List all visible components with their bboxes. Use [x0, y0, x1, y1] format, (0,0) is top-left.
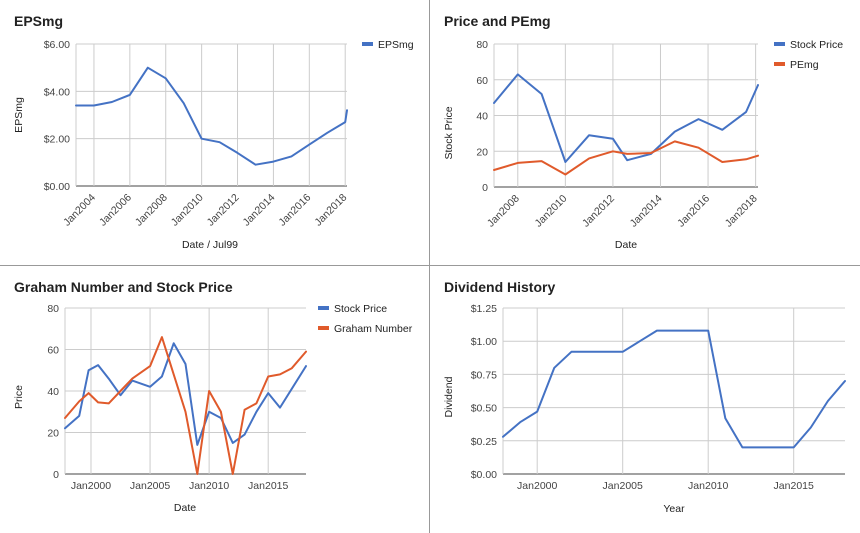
chart-title: EPSmg — [14, 13, 64, 29]
legend-swatch-graham-number — [318, 326, 329, 330]
legend-swatch-stock-price — [318, 306, 329, 310]
legend-label-graham-number: Graham Number — [334, 323, 413, 335]
y-axis-label: EPSmg — [13, 97, 25, 133]
pemg-series-line — [493, 140, 759, 176]
x-tick-label: Jan2018 — [723, 193, 760, 230]
dividend-chart-panel: Dividend History $0.00 $0.25 $0.50 $0.75 $1.… — [430, 266, 860, 533]
x-tick-label: Jan2010 — [169, 192, 206, 229]
x-tick-label: Jan2006 — [97, 192, 134, 229]
eps-chart-panel: EPSmg $0.00 $2.00 $4.00 $6.00 Jan2004 Jan2006… — [0, 0, 430, 266]
y-axis-label: Price — [13, 385, 25, 409]
x-tick-label: Jan2000 — [71, 480, 111, 492]
data-series-line — [502, 329, 846, 449]
x-tick-label: Jan2005 — [130, 480, 170, 492]
chart-title: Price and PEmg — [444, 13, 551, 29]
legend-label-pemg: PEmg — [790, 59, 819, 71]
x-axis-label: Date — [615, 239, 637, 251]
x-tick-label: Jan2014 — [628, 193, 665, 230]
y-tick-label: $1.00 — [471, 336, 497, 348]
y-tick-label: 20 — [47, 428, 59, 440]
chart-title: Graham Number and Stock Price — [14, 279, 233, 295]
legend-swatch-stock-price — [774, 42, 785, 46]
y-tick-label: 0 — [53, 469, 59, 481]
x-tick-label: Jan2004 — [61, 192, 98, 229]
x-tick-label: Jan2008 — [485, 193, 522, 230]
chart-title: Dividend History — [444, 279, 556, 295]
y-tick-label: 80 — [47, 303, 59, 315]
y-axis-label: Dividend — [443, 376, 455, 417]
x-tick-label: Jan2012 — [580, 193, 617, 230]
y-tick-label: $0.75 — [471, 369, 497, 381]
x-axis-label: Date — [174, 502, 196, 514]
legend-swatch-epsmg — [362, 42, 373, 46]
x-axis-label: Date / Jul99 — [182, 239, 238, 251]
stock-price-series-line — [64, 342, 307, 446]
y-tick-label: $4.00 — [44, 86, 70, 98]
x-tick-label: Jan2010 — [189, 480, 229, 492]
price-pe-chart-panel: Price and PEmg 0 20 40 60 80 Jan2008 Jan2010 Ja… — [430, 0, 860, 266]
legend-swatch-pemg — [774, 62, 785, 66]
x-tick-label: Jan2000 — [517, 480, 557, 492]
x-tick-label: Jan2014 — [241, 192, 278, 229]
y-tick-label: 20 — [476, 146, 488, 158]
x-tick-label: Jan2008 — [133, 192, 170, 229]
y-tick-label: 60 — [476, 75, 488, 87]
graham-number-series-line — [64, 336, 307, 475]
y-tick-label: $0.50 — [471, 403, 497, 415]
x-tick-label: Jan2015 — [248, 480, 288, 492]
y-tick-label: 40 — [476, 111, 488, 123]
legend-label-stock-price: Stock Price — [334, 303, 387, 315]
x-tick-label: Jan2005 — [603, 480, 643, 492]
x-tick-label: Jan2018 — [312, 192, 349, 229]
legend-label-epsmg: EPSmg — [378, 39, 414, 51]
y-tick-label: 80 — [476, 39, 488, 51]
graham-chart-panel: Graham Number and Stock Price 0 20 40 60 80 J… — [0, 266, 430, 533]
y-tick-label: 0 — [482, 182, 488, 194]
price-pe-chart: 0 20 40 60 80 Jan2008 Jan2010 Jan2012 Jan2014 Jan… — [443, 39, 843, 251]
graham-chart: 0 20 40 60 80 Jan2000 Jan2005 Jan2010 Jan2015 Dat… — [13, 303, 413, 514]
dividend-chart: $0.00 $0.25 $0.50 $0.75 $1.00 $1.25 Jan2000 Jan… — [443, 303, 846, 515]
epsmg-series-line — [75, 66, 348, 166]
y-tick-label: $0.00 — [471, 469, 497, 481]
x-tick-label: Jan2016 — [675, 193, 712, 230]
y-tick-label: $1.25 — [471, 303, 497, 315]
eps-chart: $0.00 $2.00 $4.00 $6.00 Jan2004Jan2006Jan200… — [13, 39, 414, 251]
x-tick-label: Jan2016 — [276, 192, 313, 229]
y-axis-label: Stock Price — [443, 106, 455, 159]
y-tick-label: $0.00 — [44, 181, 70, 193]
y-tick-label: 60 — [47, 345, 59, 357]
x-tick-label: Jan2012 — [205, 192, 242, 229]
y-tick-label: 40 — [47, 386, 59, 398]
x-axis-label: Year — [663, 503, 685, 515]
y-tick-label: $2.00 — [44, 134, 70, 146]
legend-label-stock-price: Stock Price — [790, 39, 843, 51]
x-tick-label: Jan2015 — [774, 480, 814, 492]
x-tick-label: Jan2010 — [532, 193, 569, 230]
x-tick-label: Jan2010 — [688, 480, 728, 492]
stock-price-series-line — [493, 73, 759, 163]
y-tick-label: $0.25 — [471, 436, 497, 448]
y-tick-label: $6.00 — [44, 39, 70, 51]
